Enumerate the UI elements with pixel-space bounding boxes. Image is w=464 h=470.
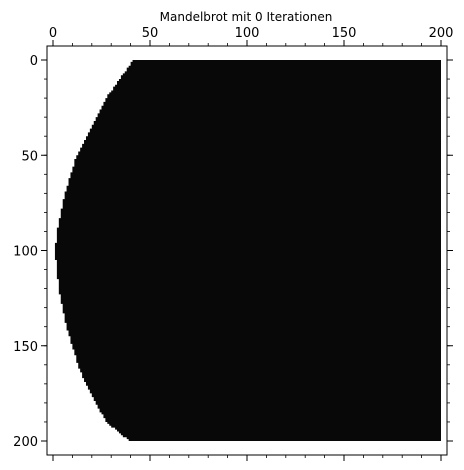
chart-title: Mandelbrot mit 0 Iterationen bbox=[160, 10, 333, 24]
y-tick-label: 0 bbox=[30, 54, 38, 69]
x-tick-label: 0 bbox=[49, 26, 57, 41]
plot-area bbox=[54, 60, 441, 442]
y-axis-right bbox=[447, 59, 453, 442]
plot-frame bbox=[46, 45, 448, 456]
x-tick-label: 100 bbox=[235, 26, 260, 41]
y-tick-label: 150 bbox=[13, 340, 38, 355]
y-tick-label: 50 bbox=[21, 149, 38, 164]
x-axis-bottom bbox=[52, 455, 442, 461]
x-axis-top: 0 50 100 150 200 bbox=[49, 26, 454, 46]
x-tick-label: 150 bbox=[332, 26, 357, 41]
y-tick-label: 200 bbox=[13, 435, 38, 450]
y-axis-left: 0 50 100 150 200 bbox=[13, 54, 47, 450]
y-tick-label: 100 bbox=[13, 245, 38, 260]
mandelbrot-set-region bbox=[54, 60, 441, 442]
x-tick-label: 50 bbox=[142, 26, 159, 41]
x-tick-label: 200 bbox=[429, 26, 454, 41]
